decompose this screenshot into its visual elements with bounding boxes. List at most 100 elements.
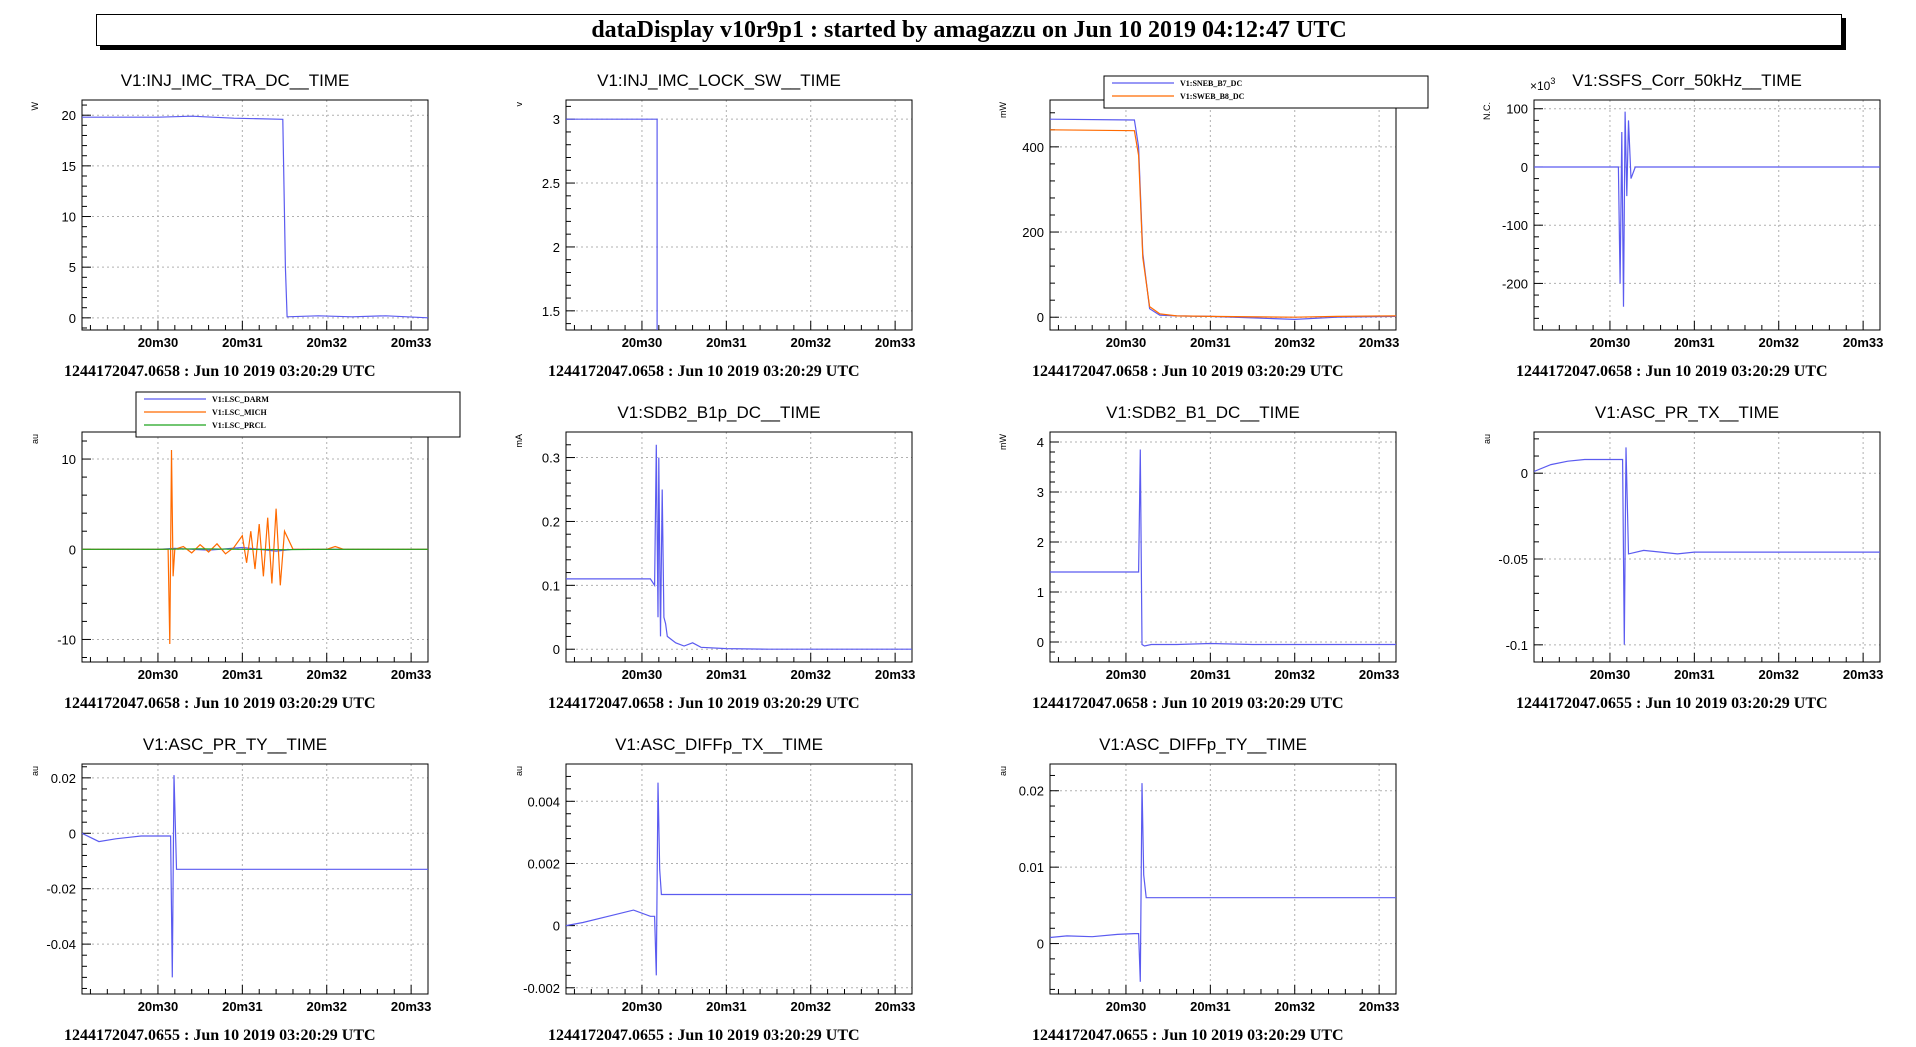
y-tick-label: 0 — [69, 826, 76, 841]
y-tick-label: 0 — [1037, 635, 1044, 650]
plot-title: V1:SDB2_B1p_DC__TIME — [617, 403, 820, 422]
x-tick-label: 20m30 — [1106, 999, 1146, 1014]
plot-panel: 20m30 20m31 20m32 20m33 0 5 10 15 20 W V1:INJ_IMC_… — [0, 58, 470, 383]
legend-entry: V1:LSC_DARM — [212, 395, 269, 404]
x-tick-label: 20m31 — [706, 999, 746, 1014]
y-tick-label: 0 — [1521, 160, 1528, 175]
plot-svg: 20m30 20m31 20m32 20m33 0 0.1 0.2 0.3 mA V1:SDB2_… — [514, 403, 915, 712]
x-tick-label: 20m30 — [138, 335, 178, 350]
plot-footer-timestamp: 1244172047.0655 : Jun 10 2019 03:20:29 U… — [548, 1027, 860, 1044]
plot-frame — [565, 99, 913, 331]
plot-frame — [81, 431, 429, 663]
plot-title: V1:INJ_IMC_LOCK_SW__TIME — [597, 71, 841, 90]
plot-svg: 20m30 20m31 20m32 20m33 -0.04 -0.02 0 0.02 au V1:… — [30, 735, 431, 1044]
plot-panel: 20m30 20m31 20m32 20m33 -0.002 0 0.002 0.004 au V… — [484, 722, 954, 1047]
x-tick-label: 20m33 — [1359, 335, 1399, 350]
x-tick-label: 20m31 — [222, 999, 262, 1014]
x-tick-label: 20m32 — [790, 335, 830, 350]
plot-svg: 20m30 20m31 20m32 20m33 0 1 2 3 4 mW V1:SDB2_B1_DC… — [998, 403, 1399, 712]
y-tick-label: -0.04 — [46, 937, 76, 952]
plot-footer-timestamp: 1244172047.0655 : Jun 10 2019 03:20:29 U… — [64, 1027, 376, 1044]
y-tick-label: 2.5 — [542, 176, 560, 191]
plot-footer-timestamp: 1244172047.0655 : Jun 10 2019 03:20:29 U… — [1516, 695, 1828, 712]
y-tick-label: 0.002 — [527, 856, 560, 871]
x-tick-label: 20m32 — [790, 999, 830, 1014]
x-tick-label: 20m32 — [790, 667, 830, 682]
plot-frame — [565, 431, 913, 663]
x-tick-label: 20m31 — [222, 667, 262, 682]
plot-svg: 20m30 20m31 20m32 20m33 0 200 400 mW V1:SNEB_B7_… — [998, 75, 1429, 380]
y-axis-unit: mW — [998, 434, 1008, 450]
x-tick-label: 20m33 — [391, 667, 431, 682]
plot-svg: 20m30 20m31 20m32 20m33 0 0.01 0.02 au V1:ASC_DI… — [998, 735, 1399, 1044]
plot-panel: 20m30 20m31 20m32 20m33 -0.1 -0.05 0 au V1:ASC_P… — [1452, 390, 1916, 715]
x-tick-label: 20m31 — [222, 335, 262, 350]
y-tick-label: 2 — [553, 240, 560, 255]
y-tick-label: 5 — [69, 260, 76, 275]
y-multiplier-base: ×10 — [1530, 79, 1551, 93]
plot-panel: 20m30 20m31 20m32 20m33 1.5 2 2.5 3 v V1:INJ_IMC_… — [484, 58, 954, 383]
y-tick-label: 10 — [62, 452, 76, 467]
y-tick-label: 0.2 — [542, 514, 560, 529]
x-tick-label: 20m32 — [1274, 999, 1314, 1014]
y-tick-label: -0.05 — [1498, 552, 1528, 567]
plot-frame — [1049, 431, 1397, 663]
legend-entry: V1:SNEB_B7_DC — [1180, 79, 1242, 88]
plot-footer-timestamp: 1244172047.0658 : Jun 10 2019 03:20:29 U… — [1032, 695, 1344, 712]
x-tick-label: 20m31 — [1190, 335, 1230, 350]
plot-panel: 20m30 20m31 20m32 20m33 -0.04 -0.02 0 0.02 au V1:… — [0, 722, 470, 1047]
series-line — [1050, 118, 1396, 321]
plot-panel: 20m30 20m31 20m32 20m33 0 0.1 0.2 0.3 mA V1:SDB2_… — [484, 390, 954, 715]
plot-footer-timestamp: 1244172047.0658 : Jun 10 2019 03:20:29 U… — [64, 695, 376, 712]
series-line — [566, 782, 912, 976]
y-axis-unit: v — [514, 102, 524, 107]
x-tick-label: 20m32 — [306, 999, 346, 1014]
x-tick-label: 20m31 — [706, 335, 746, 350]
plot-footer-timestamp: 1244172047.0658 : Jun 10 2019 03:20:29 U… — [548, 695, 860, 712]
series-line — [82, 775, 428, 978]
y-tick-label: -0.1 — [1506, 638, 1528, 653]
plot-title: V1:ASC_DIFFp_TX__TIME — [615, 735, 823, 754]
plot-title: V1:INJ_IMC_TRA_DC__TIME — [121, 71, 350, 90]
x-tick-label: 20m32 — [1758, 335, 1798, 350]
x-tick-label: 20m30 — [622, 999, 662, 1014]
x-tick-label: 20m32 — [1274, 667, 1314, 682]
y-tick-label: 15 — [62, 159, 76, 174]
display-title: dataDisplay v10r9p1 : started by amagazz… — [96, 14, 1842, 46]
plot-footer-timestamp: 1244172047.0655 : Jun 10 2019 03:20:29 U… — [1032, 1027, 1344, 1044]
plot-footer-timestamp: 1244172047.0658 : Jun 10 2019 03:20:29 U… — [64, 363, 376, 380]
series-line — [1050, 783, 1396, 982]
x-tick-label: 20m31 — [706, 667, 746, 682]
y-tick-label: 200 — [1022, 225, 1044, 240]
x-tick-label: 20m30 — [622, 335, 662, 350]
plot-footer-timestamp: 1244172047.0658 : Jun 10 2019 03:20:29 U… — [1516, 363, 1828, 380]
x-tick-label: 20m31 — [1674, 335, 1714, 350]
series-line — [566, 444, 912, 650]
plot-panel: 20m30 20m31 20m32 20m33 -200 -100 0 100 N.C. ×103… — [1452, 58, 1916, 383]
plot-title: V1:ASC_PR_TX__TIME — [1595, 403, 1779, 422]
x-tick-label: 20m33 — [1843, 667, 1883, 682]
y-tick-label: 0 — [1521, 466, 1528, 481]
y-tick-label: 0.004 — [527, 794, 560, 809]
y-axis-unit: mA — [514, 434, 524, 448]
x-tick-label: 20m30 — [1590, 335, 1630, 350]
series-line — [1534, 447, 1880, 645]
y-tick-label: 1.5 — [542, 304, 560, 319]
plot-svg: 20m30 20m31 20m32 20m33 1.5 2 2.5 3 v V1:INJ_IMC_… — [514, 71, 915, 380]
x-tick-label: 20m30 — [138, 999, 178, 1014]
plot-panel: 20m30 20m31 20m32 20m33 0 200 400 mW V1:SNEB_B7_… — [968, 58, 1438, 383]
y-axis-unit: W — [30, 102, 40, 111]
y-tick-label: 3 — [553, 112, 560, 127]
plot-footer-timestamp: 1244172047.0658 : Jun 10 2019 03:20:29 U… — [548, 363, 860, 380]
legend-entry: V1:LSC_MICH — [212, 408, 267, 417]
plot-title: V1:SSFS_Corr_50kHz__TIME — [1572, 71, 1802, 90]
x-tick-label: 20m30 — [138, 667, 178, 682]
y-axis-unit: au — [998, 766, 1008, 776]
plot-frame — [1533, 99, 1881, 331]
y-tick-label: 2 — [1037, 535, 1044, 550]
y-tick-label: 3 — [1037, 485, 1044, 500]
y-axis-unit: au — [514, 766, 524, 776]
y-multiplier: ×103 — [1530, 76, 1555, 93]
y-tick-label: 0.01 — [1019, 860, 1044, 875]
y-tick-label: 1 — [1037, 585, 1044, 600]
